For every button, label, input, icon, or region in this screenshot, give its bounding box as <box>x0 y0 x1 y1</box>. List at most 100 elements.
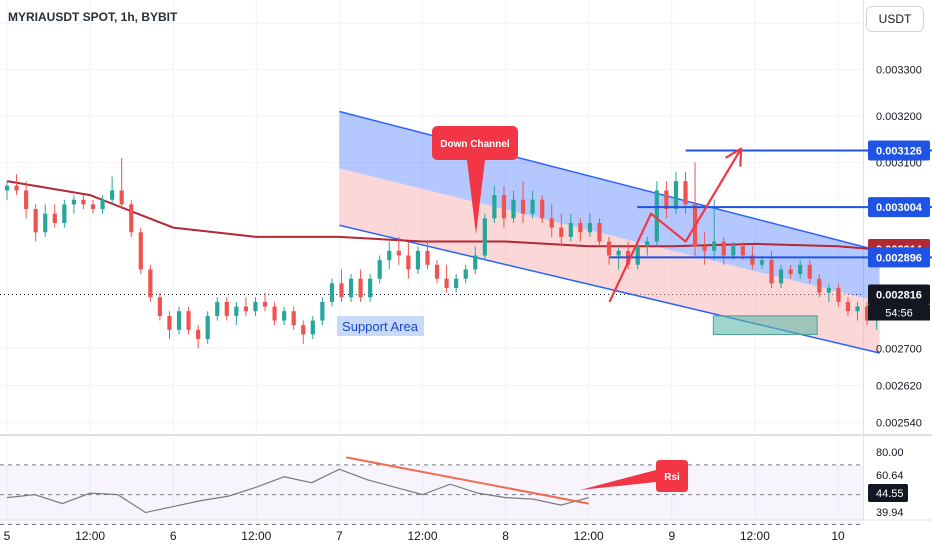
candle-body <box>864 306 870 321</box>
time-tick-label: 5 <box>4 529 11 543</box>
candle <box>712 199 717 261</box>
down-channel-callout[interactable]: Down Channel <box>432 126 518 234</box>
candle <box>186 306 191 335</box>
candle-body <box>406 255 411 270</box>
candle-body <box>425 250 430 265</box>
candle <box>549 204 554 237</box>
candle <box>778 264 784 288</box>
price-tick-label: 0.003200 <box>876 111 922 123</box>
candle-body <box>52 213 57 223</box>
candle <box>817 274 822 298</box>
rsi-tick-label: 44.55 <box>876 488 904 500</box>
candle <box>358 269 363 302</box>
rsi-tick-label: 60.64 <box>876 470 904 482</box>
time-axis[interactable]: 5 12:00 6 12:00 7 12:00 8 12:00 9 12:00 10 <box>0 519 932 543</box>
support-area[interactable] <box>712 315 818 335</box>
candle-body <box>291 311 296 326</box>
time-tick-label: 9 <box>668 529 675 543</box>
candle <box>243 297 249 316</box>
price-badge-label: 0.002896 <box>876 252 922 264</box>
rsi-callout[interactable]: Rsi <box>580 460 688 492</box>
candle <box>81 195 86 210</box>
candle <box>559 213 564 247</box>
candle <box>138 227 143 275</box>
candle <box>845 297 851 316</box>
candle <box>43 204 48 237</box>
candle-body <box>540 199 545 219</box>
candle <box>262 292 268 312</box>
candle <box>798 260 803 279</box>
symbol-title[interactable]: MYRIAUSDT SPOT, 1h, BYBIT <box>8 10 178 24</box>
price-tick-label: 0.002620 <box>876 381 922 393</box>
price-tick-label: 0.003100 <box>876 158 922 170</box>
price-axis[interactable]: 0.0034000.0033000.0032000.0031000.002700… <box>876 18 922 429</box>
candle <box>167 311 172 340</box>
candle <box>606 236 612 265</box>
candle-body <box>587 222 593 233</box>
rsi-tick-label: 80.00 <box>876 447 904 459</box>
moving-average <box>6 180 894 252</box>
candle <box>100 195 105 214</box>
projection-path[interactable] <box>608 147 743 303</box>
time-tick-label: 7 <box>336 529 343 543</box>
candle <box>24 181 29 219</box>
candle-body <box>186 311 191 330</box>
candle-body <box>740 246 745 256</box>
channel-upper-line[interactable] <box>339 110 880 252</box>
candle-body <box>731 246 736 256</box>
candle <box>635 241 640 270</box>
candle-body <box>549 218 554 228</box>
candle-body <box>43 213 48 233</box>
candle-body <box>664 190 669 210</box>
rsi-trendline[interactable] <box>346 456 589 505</box>
candle-body <box>645 241 650 247</box>
candle-body <box>196 329 201 340</box>
price-tick-label: 0.003300 <box>876 65 922 77</box>
support-area-callout[interactable]: Support Area <box>337 316 424 336</box>
rsi-value-badge <box>868 484 908 502</box>
candle-body <box>578 222 583 233</box>
candle <box>110 176 115 205</box>
candle-body <box>845 301 851 312</box>
candle-body <box>492 195 497 219</box>
rsi-band <box>0 464 863 525</box>
candle-body <box>511 199 516 219</box>
candle <box>578 218 583 242</box>
candle <box>597 218 602 247</box>
rsi-axis[interactable]: 80.00 60.64 44.55 39.94 <box>868 447 908 519</box>
support-area-box[interactable] <box>712 315 818 335</box>
rsi-line <box>6 468 589 514</box>
down-channel-callout-shape <box>432 126 518 234</box>
candle <box>310 315 315 340</box>
rsi-pane[interactable] <box>0 456 863 525</box>
candle <box>4 181 10 200</box>
currency-unit-button[interactable]: USDT <box>866 6 924 32</box>
candle <box>645 236 650 256</box>
candle <box>415 246 421 275</box>
candle <box>530 190 535 219</box>
candle-body <box>759 260 765 265</box>
candle-body <box>683 181 688 205</box>
time-tick-label: 8 <box>502 529 509 543</box>
candle-body <box>224 301 229 316</box>
candle <box>196 325 201 349</box>
candle-body <box>62 204 67 223</box>
price-badge-label: 0.003004 <box>876 202 923 214</box>
candle-body <box>673 181 679 210</box>
candle-body <box>836 288 841 302</box>
candle-body <box>396 250 401 256</box>
projection-line[interactable] <box>608 148 742 303</box>
candle-body <box>817 278 822 293</box>
candle <box>501 185 507 228</box>
candle <box>692 162 698 256</box>
candle <box>224 297 229 321</box>
candle-body <box>310 320 315 335</box>
candle-body <box>24 190 29 210</box>
candle-body <box>90 204 96 210</box>
candle-body <box>798 264 803 275</box>
candle-body <box>71 199 76 205</box>
ma-line <box>6 180 894 252</box>
price-badge <box>868 247 930 268</box>
